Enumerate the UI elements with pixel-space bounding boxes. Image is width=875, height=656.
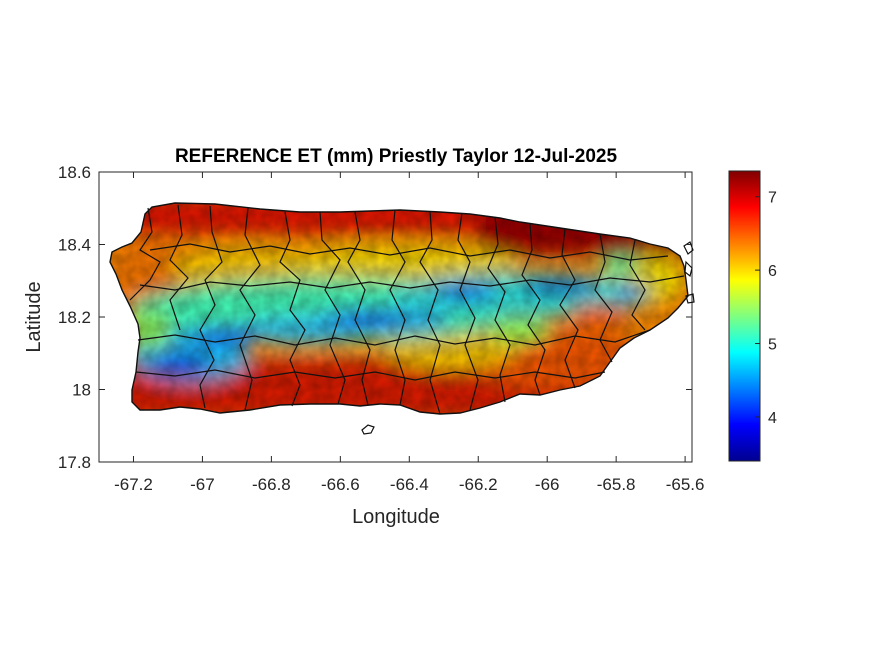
municipality-boundaries xyxy=(129,204,685,415)
y-tick-label: 18.2 xyxy=(58,308,91,327)
colorbar-tick-label: 6 xyxy=(768,263,777,280)
y-tick-label: 18.4 xyxy=(58,236,91,255)
culebra-vieques-outline xyxy=(683,241,695,304)
y-tick-label: 18 xyxy=(72,381,91,400)
x-tick-label: -65.8 xyxy=(597,475,636,494)
x-tick-label: -67.2 xyxy=(114,475,153,494)
caja-de-muertos-outline xyxy=(361,424,375,435)
x-tick-label: -66.2 xyxy=(459,475,498,494)
colorbar-tick-label: 7 xyxy=(768,190,777,207)
x-tick-label: -66.4 xyxy=(390,475,429,494)
y-tick-label: 17.8 xyxy=(58,453,91,472)
colorbar xyxy=(728,170,761,462)
colorbar-axis: 4 5 6 7 xyxy=(755,190,777,427)
x-tick-label: -66 xyxy=(535,475,560,494)
y-axis: 17.8 18 18.2 18.4 18.6 xyxy=(58,163,692,472)
x-axis: -67.2 -67 -66.8 -66.6 -66.4 -66.2 -66 -65.8 -65.… xyxy=(114,172,704,494)
x-tick-label: -66.8 xyxy=(252,475,291,494)
colorbar-tick-label: 5 xyxy=(768,337,777,354)
colorbar-tick-label: 4 xyxy=(768,410,777,427)
y-axis-label: Latitude xyxy=(23,281,45,352)
x-axis-label: Longitude xyxy=(352,506,440,528)
x-tick-label: -65.6 xyxy=(666,475,705,494)
x-tick-label: -67 xyxy=(190,475,215,494)
y-tick-label: 18.6 xyxy=(58,163,91,182)
chart-title: REFERENCE ET (mm) Priestly Taylor 12-Jul… xyxy=(175,146,617,167)
x-tick-label: -66.6 xyxy=(321,475,360,494)
